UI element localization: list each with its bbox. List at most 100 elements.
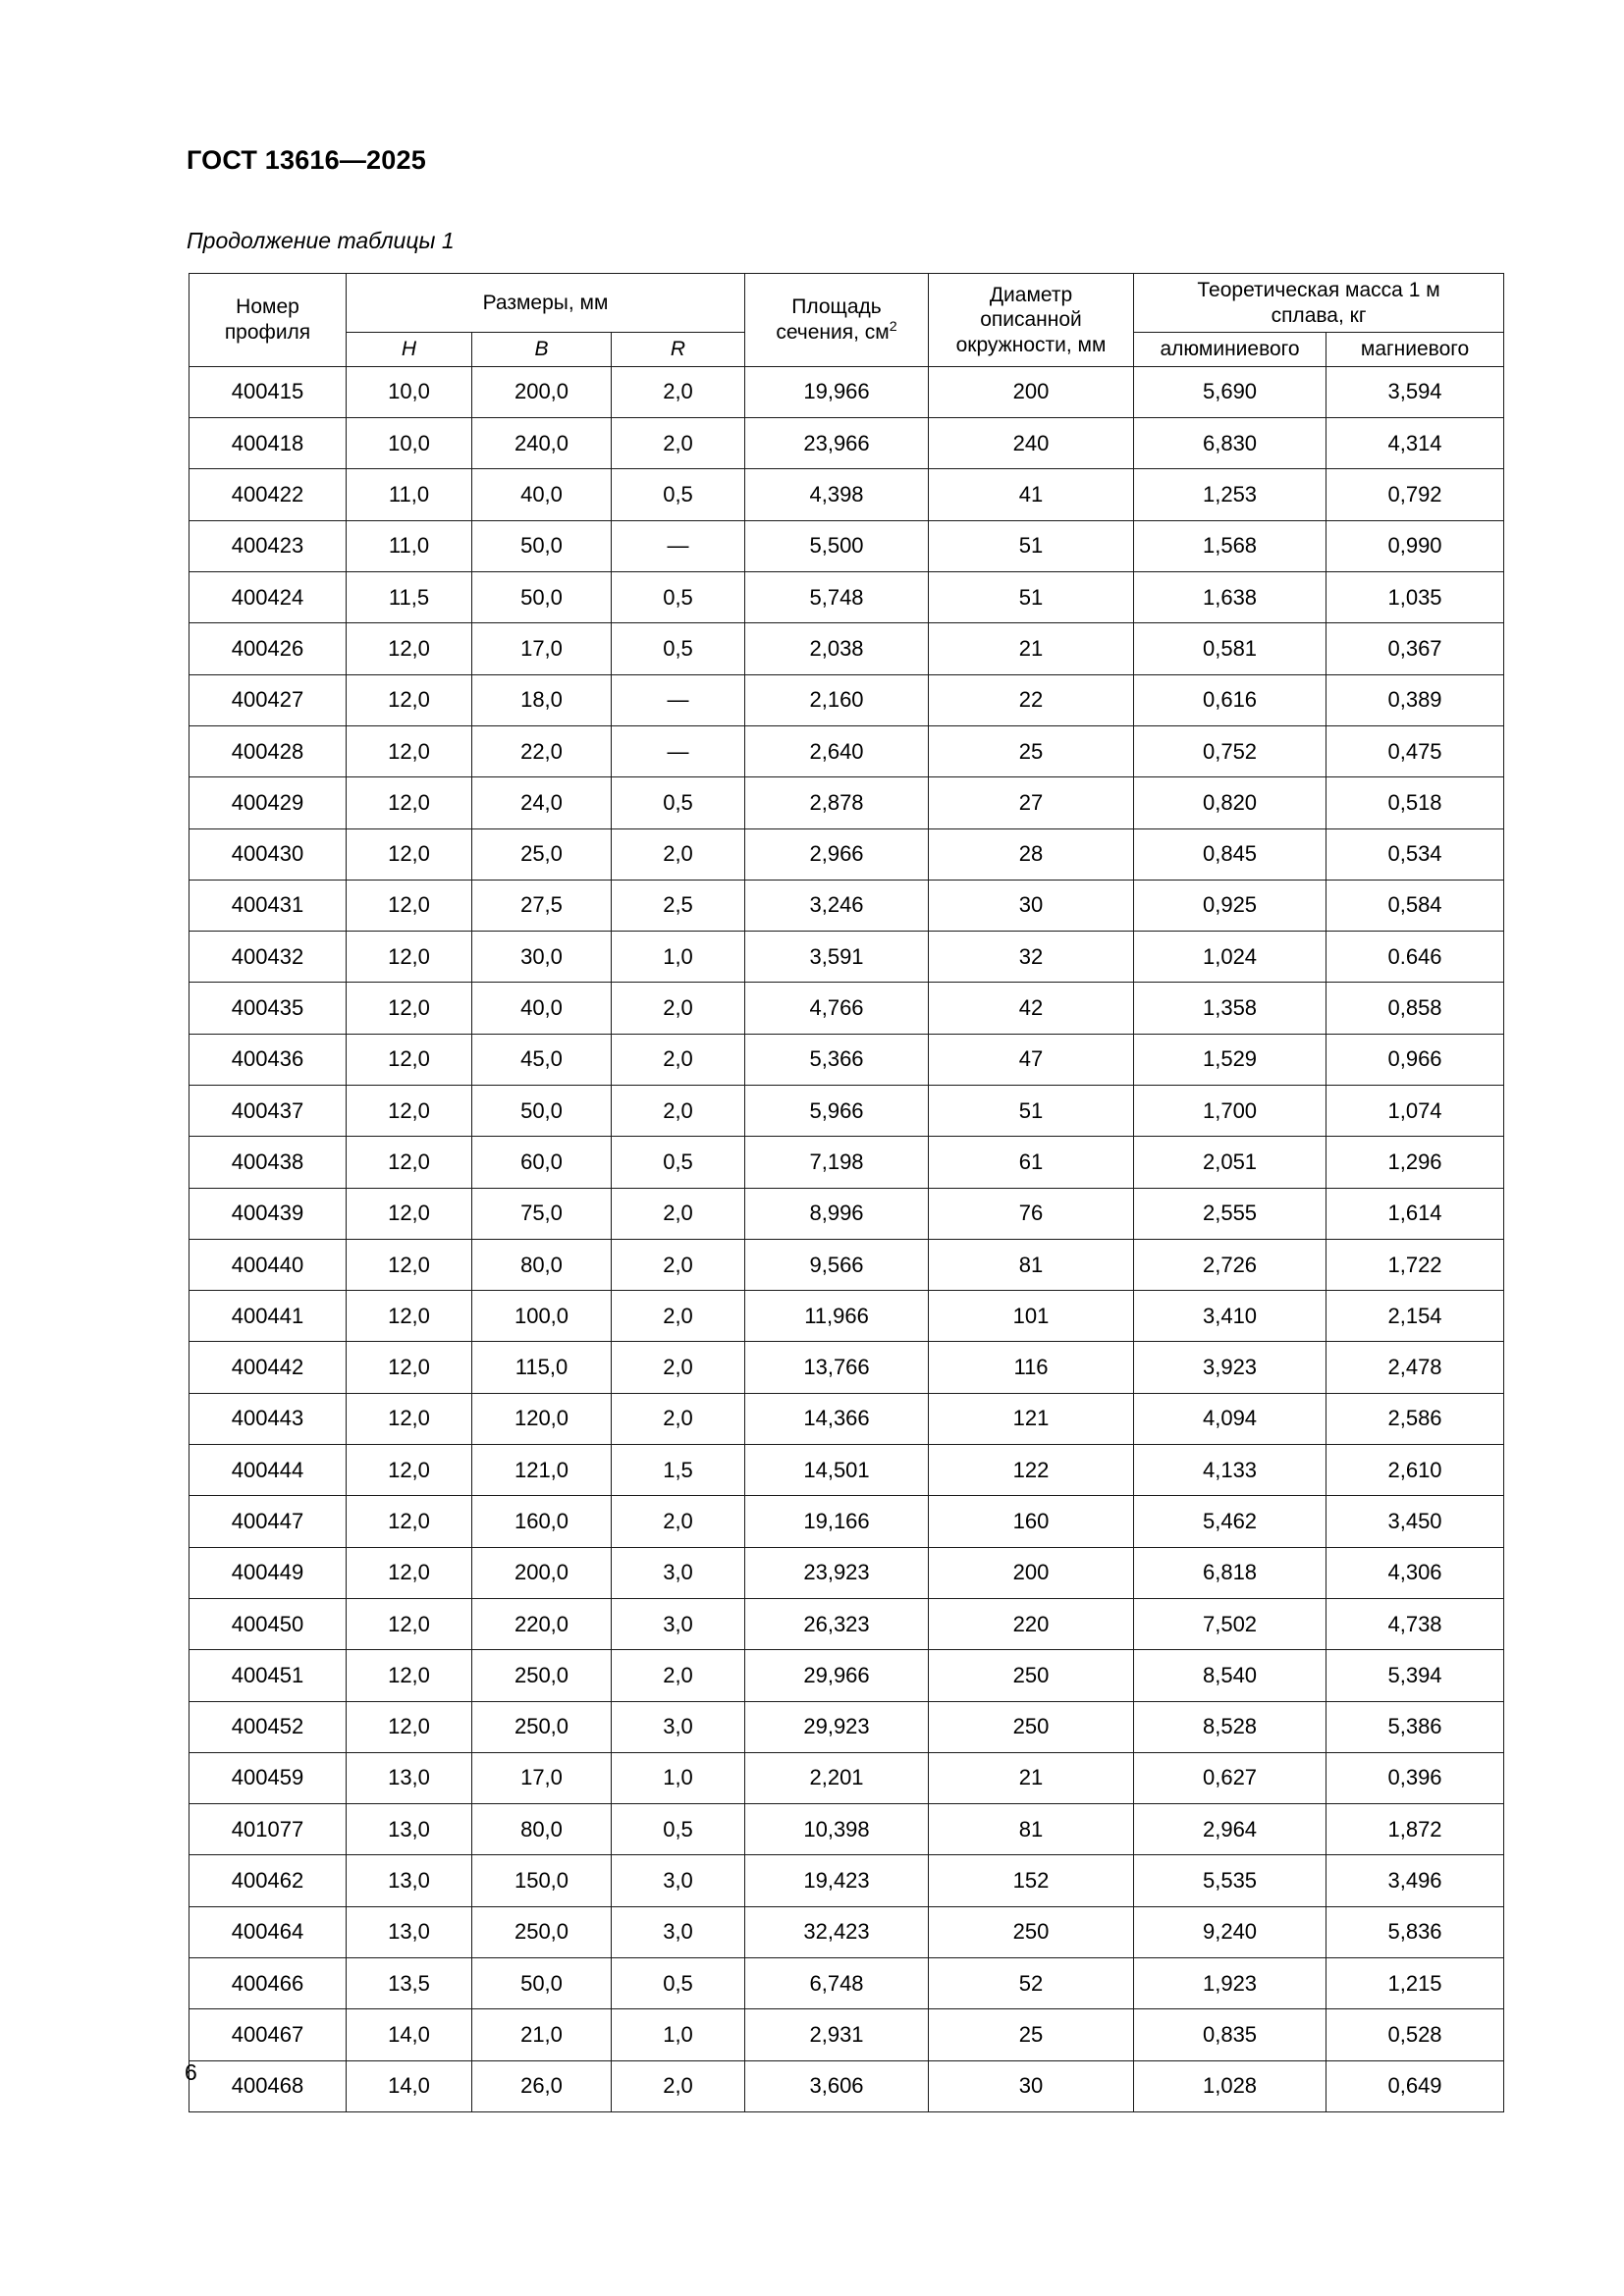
cell-dimension-r: 2,0 [610, 828, 746, 881]
table-row: 400415 10,0 200,0 2,0 19,966 200 5,690 3,594 [189, 365, 1505, 419]
cell-mass-aluminium: 0,627 [1133, 1751, 1327, 1805]
cell-dimension-h: 12,0 [346, 1238, 472, 1292]
cell-dimension-h: 12,0 [346, 828, 472, 881]
cell-diameter: 61 [928, 1136, 1135, 1189]
cell-dimension-b: 27,5 [471, 879, 612, 933]
cell-dimension-h: 12,0 [346, 1392, 472, 1446]
cell-area: 29,923 [744, 1700, 930, 1753]
header-diameter: Диаметр описанной окружности, мм [928, 273, 1135, 367]
cell-mass-magnesium: 1,296 [1326, 1136, 1505, 1189]
cell-area: 3,591 [744, 931, 930, 984]
header-dimension-h: H [346, 332, 472, 367]
cell-dimension-r: 0,5 [610, 622, 746, 675]
cell-dimension-b: 24,0 [471, 776, 612, 829]
cell-profile-number: 400444 [189, 1444, 347, 1497]
cell-mass-aluminium: 1,923 [1133, 1957, 1327, 2010]
cell-dimension-r: 2,0 [610, 1084, 746, 1138]
cell-dimension-b: 200,0 [471, 1546, 612, 1599]
table-row: 400439 12,0 75,0 2,0 8,996 76 2,555 1,614 [189, 1187, 1505, 1240]
header-area-line2: сечения, см [776, 320, 890, 344]
cell-dimension-b: 50,0 [471, 519, 612, 573]
table-row: 400436 12,0 45,0 2,0 5,366 47 1,529 0,966 [189, 1033, 1505, 1086]
cell-dimension-h: 10,0 [346, 417, 472, 470]
cell-dimension-h: 12,0 [346, 931, 472, 984]
cell-diameter: 76 [928, 1187, 1135, 1240]
cell-dimension-b: 60,0 [471, 1136, 612, 1189]
cell-mass-magnesium: 2,154 [1326, 1290, 1505, 1343]
cell-area: 26,323 [744, 1597, 930, 1651]
cell-dimension-h: 13,0 [346, 1751, 472, 1805]
cell-mass-aluminium: 5,535 [1133, 1854, 1327, 1907]
cell-dimension-b: 220,0 [471, 1597, 612, 1651]
table-row: 400443 12,0 120,0 2,0 14,366 121 4,094 2,586 [189, 1392, 1505, 1446]
cell-mass-aluminium: 3,923 [1133, 1341, 1327, 1394]
cell-profile-number: 400447 [189, 1495, 347, 1548]
cell-mass-magnesium: 0,389 [1326, 673, 1505, 726]
cell-profile-number: 401077 [189, 1803, 347, 1856]
cell-mass-magnesium: 1,872 [1326, 1803, 1505, 1856]
cell-dimension-b: 40,0 [471, 468, 612, 521]
cell-diameter: 28 [928, 828, 1135, 881]
cell-area: 14,501 [744, 1444, 930, 1497]
header-mass-aluminium: алюминиевого [1133, 332, 1327, 367]
cell-mass-aluminium: 0,925 [1133, 879, 1327, 933]
cell-profile-number: 400428 [189, 724, 347, 778]
cell-mass-magnesium: 5,386 [1326, 1700, 1505, 1753]
cell-dimension-h: 12,0 [346, 1341, 472, 1394]
cell-dimension-r: 1,5 [610, 1444, 746, 1497]
cell-mass-magnesium: 1,614 [1326, 1187, 1505, 1240]
cell-profile-number: 400422 [189, 468, 347, 521]
cell-mass-magnesium: 0,990 [1326, 519, 1505, 573]
cell-diameter: 42 [928, 982, 1135, 1035]
cell-mass-aluminium: 1,253 [1133, 468, 1327, 521]
header-mass-group-line1: Теоретическая масса 1 м [1197, 279, 1440, 301]
cell-mass-aluminium: 1,028 [1133, 2059, 1327, 2112]
cell-area: 19,166 [744, 1495, 930, 1548]
table-body: 400415 10,0 200,0 2,0 19,966 200 5,690 3,594 400… [189, 365, 1505, 2112]
cell-mass-magnesium: 0.646 [1326, 931, 1505, 984]
table-row: 400464 13,0 250,0 3,0 32,423 250 9,240 5,836 [189, 1905, 1505, 1959]
cell-mass-magnesium: 0,584 [1326, 879, 1505, 933]
cell-dimension-b: 250,0 [471, 1905, 612, 1959]
cell-mass-aluminium: 0,820 [1133, 776, 1327, 829]
cell-mass-magnesium: 0,528 [1326, 2008, 1505, 2061]
cell-dimension-r: — [610, 724, 746, 778]
cell-dimension-h: 12,0 [346, 1136, 472, 1189]
cell-dimension-b: 45,0 [471, 1033, 612, 1086]
header-row-sub: H B R алюминиевого магниевого [189, 332, 1505, 367]
table-row: 400431 12,0 27,5 2,5 3,246 30 0,925 0,584 [189, 879, 1505, 933]
cell-mass-magnesium: 4,306 [1326, 1546, 1505, 1599]
cell-profile-number: 400427 [189, 673, 347, 726]
cell-dimension-r: — [610, 519, 746, 573]
table-row: 400437 12,0 50,0 2,0 5,966 51 1,700 1,074 [189, 1084, 1505, 1138]
cell-mass-aluminium: 8,540 [1133, 1649, 1327, 1702]
cell-dimension-h: 13,5 [346, 1957, 472, 2010]
table-row: 400450 12,0 220,0 3,0 26,323 220 7,502 4,738 [189, 1597, 1505, 1651]
cell-diameter: 21 [928, 622, 1135, 675]
table-row: 400427 12,0 18,0—2,160 22 0,616 0,389 [189, 673, 1505, 726]
cell-mass-aluminium: 2,555 [1133, 1187, 1327, 1240]
cell-diameter: 21 [928, 1751, 1135, 1805]
table-row: 400418 10,0 240,0 2,0 23,966 240 6,830 4,314 [189, 417, 1505, 470]
cell-area: 5,748 [744, 571, 930, 624]
cell-profile-number: 400467 [189, 2008, 347, 2061]
cell-profile-number: 400443 [189, 1392, 347, 1446]
cell-mass-aluminium: 9,240 [1133, 1905, 1327, 1959]
cell-dimension-h: 10,0 [346, 365, 472, 419]
cell-dimension-r: 2,0 [610, 365, 746, 419]
cell-mass-magnesium: 1,215 [1326, 1957, 1505, 2010]
cell-profile-number: 400442 [189, 1341, 347, 1394]
cell-diameter: 81 [928, 1803, 1135, 1856]
profiles-table-container: Номер профиля Размеры, мм Площадь сечени… [189, 272, 1505, 2112]
cell-mass-magnesium: 4,314 [1326, 417, 1505, 470]
cell-dimension-b: 18,0 [471, 673, 612, 726]
cell-dimension-r: 0,5 [610, 468, 746, 521]
cell-diameter: 81 [928, 1238, 1135, 1292]
page-number: 6 [185, 2059, 197, 2085]
cell-dimension-r: 3,0 [610, 1546, 746, 1599]
cell-profile-number: 400435 [189, 982, 347, 1035]
table-row: 400466 13,5 50,0 0,5 6,748 52 1,923 1,215 [189, 1957, 1505, 2010]
cell-area: 3,246 [744, 879, 930, 933]
cell-area: 10,398 [744, 1803, 930, 1856]
cell-profile-number: 400430 [189, 828, 347, 881]
